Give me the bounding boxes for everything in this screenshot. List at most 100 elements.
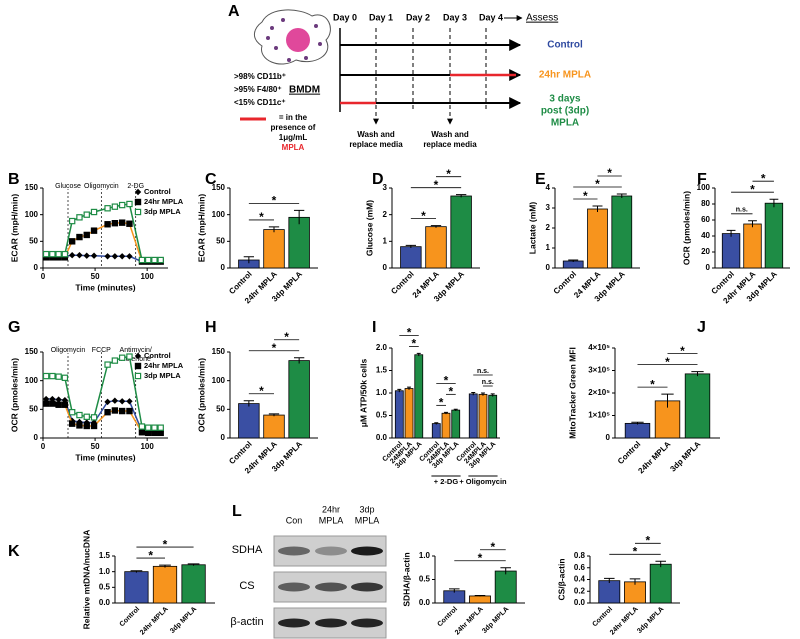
error-bar	[434, 422, 439, 425]
legend-label: 3dp MPLA	[144, 371, 181, 380]
significance-label: *	[607, 166, 612, 180]
day-label: Day 1	[369, 12, 393, 22]
marker	[68, 252, 76, 259]
error-bar	[130, 570, 143, 573]
nucleus	[286, 28, 310, 52]
marker	[104, 361, 111, 368]
marker	[76, 214, 83, 221]
bar	[721, 233, 741, 269]
bar	[263, 229, 285, 269]
marker	[68, 238, 76, 245]
marker	[157, 429, 164, 437]
bar	[288, 216, 310, 269]
significance-label: *	[491, 540, 496, 554]
y-tick-label: 0	[221, 433, 226, 442]
y-tick-label: 0	[221, 263, 226, 272]
error-bar	[568, 259, 579, 262]
lane-label: MPLA	[355, 515, 380, 525]
assess-label: Assess	[526, 13, 558, 24]
media-label: Wash and	[357, 130, 395, 139]
x-tick-label: Control	[616, 440, 642, 466]
marker	[157, 256, 164, 264]
marker	[111, 203, 119, 210]
error-bar	[631, 421, 644, 425]
chart: K 0.0 0.5 1.0 1.5 Relative mtDNA/nucDNA Contro…	[8, 530, 215, 637]
significance-label: *	[148, 548, 153, 562]
legend-label: Control	[144, 351, 171, 360]
y-tick-label: 50	[216, 404, 225, 413]
bar	[611, 195, 633, 269]
significance-label: *	[646, 533, 651, 547]
panel-letter: E	[535, 171, 546, 188]
y-axis-label: MitoTracker Green MFI	[567, 347, 577, 439]
chart: J 0 1×10⁵ 2×10⁵ 3×10⁵ 4×10⁵ MitoTracker Green …	[567, 319, 720, 475]
day-label: Day 4	[479, 12, 503, 22]
marker	[126, 200, 133, 208]
bar	[624, 581, 646, 604]
event-label: FCCP	[92, 347, 111, 354]
band	[315, 546, 347, 556]
significance-label: *	[439, 396, 444, 410]
media-label: Wash and	[431, 130, 469, 139]
y-axis-label: OCR (pmoles/min)	[9, 358, 19, 432]
error-bar	[490, 393, 495, 397]
error-bar	[293, 209, 305, 225]
significance-label: *	[750, 182, 755, 196]
lane-label: 24hr	[322, 504, 340, 514]
granules	[266, 18, 322, 62]
event-label: Oligomycin	[84, 183, 119, 190]
marker	[138, 256, 146, 264]
legend-marker	[134, 198, 142, 206]
bar	[451, 409, 461, 439]
marker	[61, 374, 69, 382]
error-bar	[769, 198, 779, 208]
y-axis-label: SDHA/β-actin	[401, 552, 411, 606]
marker-text: >95% F4/80⁺	[234, 85, 282, 94]
marker	[118, 253, 126, 260]
marker	[90, 422, 98, 430]
y-tick-label: 0.0	[419, 598, 431, 607]
y-tick-label: 0.0	[99, 598, 111, 607]
marker	[118, 354, 126, 361]
y-tick-label: 1.0	[419, 551, 431, 560]
marker	[49, 400, 56, 407]
protein-label: β-actin	[230, 616, 263, 628]
bar	[478, 393, 488, 439]
event-label: Oligomycin	[51, 347, 86, 354]
y-tick-label: 0	[606, 433, 611, 442]
legend-marker	[134, 188, 142, 196]
y-tick-label: 0.5	[419, 575, 431, 584]
bar	[488, 394, 498, 439]
error-bar	[500, 567, 511, 575]
group-label: + Oligomycin	[459, 477, 507, 486]
error-bar	[416, 352, 421, 357]
lane-label: MPLA	[319, 515, 344, 525]
significance-label: *	[761, 171, 766, 185]
marker	[76, 411, 83, 419]
bar	[684, 373, 711, 439]
note: presence of	[271, 123, 316, 132]
panel-letter: G	[8, 319, 20, 336]
x-tick-label: Control	[436, 606, 459, 629]
marker-text: >98% CD11b⁺	[234, 72, 286, 81]
bar	[181, 564, 206, 604]
error-bar	[455, 194, 467, 198]
panel-letter: L	[232, 503, 242, 520]
significance-label: *	[583, 189, 588, 203]
bar	[562, 260, 584, 269]
marker	[111, 397, 119, 404]
bar	[288, 360, 310, 439]
error-bar	[471, 392, 476, 396]
y-tick-label: 0.0	[574, 598, 586, 607]
band	[278, 546, 310, 556]
marker	[138, 423, 146, 430]
band	[278, 618, 310, 628]
marker	[42, 250, 50, 258]
marker	[118, 398, 126, 405]
marker	[68, 217, 76, 225]
day-label: Day 3	[443, 12, 467, 22]
y-tick-label: 2×10⁵	[588, 388, 610, 397]
